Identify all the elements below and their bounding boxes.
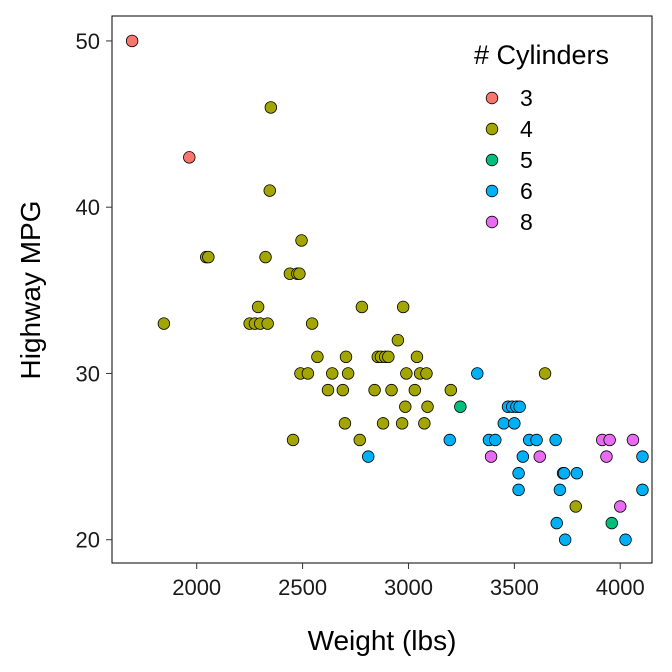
data-point-cyl-8 [600, 450, 613, 463]
data-point-cyl-6 [513, 400, 526, 413]
data-point-cyl-6 [362, 450, 375, 463]
data-point-cyl-6 [557, 467, 571, 480]
data-point-cyl-4 [538, 367, 552, 380]
data-point-cyl-6 [570, 467, 584, 480]
data-point-cyl-4 [400, 367, 413, 380]
data-point-cyl-6 [516, 450, 530, 463]
data-point-cyl-8 [626, 433, 640, 447]
legend-label-cyl-4: 4 [520, 116, 533, 142]
data-point-cyl-4 [295, 234, 308, 247]
data-point-cyl-6 [489, 433, 502, 447]
data-point-cyl-4 [311, 350, 324, 364]
y-tick-label: 50 [76, 29, 100, 54]
data-point-cyl-4 [321, 383, 335, 397]
data-points [125, 34, 649, 546]
data-point-cyl-4 [157, 317, 171, 330]
data-point-cyl-3 [183, 151, 196, 164]
data-point-cyl-4 [338, 417, 352, 430]
data-point-cyl-6 [619, 533, 632, 546]
legend-key-cyl-8 [485, 215, 499, 229]
legend-key-cyl-3 [485, 91, 499, 105]
data-point-cyl-6 [558, 533, 572, 546]
x-tick-label: 2000 [172, 575, 221, 600]
data-point-cyl-4 [376, 417, 390, 430]
data-point-cyl-5 [454, 400, 467, 413]
data-point-cyl-8 [533, 450, 546, 463]
data-point-cyl-4 [251, 300, 265, 314]
data-point-cyl-8 [484, 450, 498, 463]
legend-label-cyl-5: 5 [520, 147, 533, 173]
legend-label-cyl-8: 8 [520, 209, 533, 235]
data-point-cyl-6 [508, 417, 521, 430]
y-tick-label: 40 [76, 195, 100, 220]
y-tick-label: 30 [76, 361, 100, 386]
x-axis: 2000 2500 3000 3500 4000 [172, 563, 645, 600]
legend-entries: 3 4 5 6 8 [485, 85, 533, 235]
data-point-cyl-4 [341, 367, 355, 380]
data-point-cyl-6 [550, 516, 563, 530]
data-point-cyl-4 [444, 383, 458, 397]
data-point-cyl-4 [395, 417, 409, 430]
data-point-cyl-6 [530, 433, 543, 447]
data-point-cyl-4 [261, 317, 274, 330]
y-tick-label: 20 [76, 528, 100, 553]
data-point-cyl-6 [549, 433, 562, 447]
x-tick-label: 3000 [384, 575, 433, 600]
data-point-cyl-4 [399, 400, 412, 413]
data-point-cyl-4 [202, 250, 215, 264]
legend-key-cyl-5 [485, 153, 499, 167]
data-point-cyl-4 [301, 367, 315, 380]
data-point-cyl-4 [264, 101, 278, 114]
data-point-cyl-4 [326, 367, 339, 380]
data-point-cyl-6 [471, 367, 484, 380]
data-point-cyl-4 [286, 433, 300, 447]
data-point-cyl-6 [497, 417, 510, 430]
data-point-cyl-3 [125, 34, 139, 48]
legend-key-cyl-4 [485, 122, 499, 136]
legend-key-cyl-6 [485, 184, 499, 198]
data-point-cyl-5 [605, 516, 618, 530]
x-axis-title: Weight (lbs) [308, 625, 457, 656]
data-point-cyl-4 [305, 317, 319, 330]
data-point-cyl-4 [382, 350, 395, 364]
data-point-cyl-4 [385, 383, 398, 397]
data-point-cyl-4 [418, 417, 431, 430]
data-point-cyl-4 [336, 383, 350, 397]
data-point-cyl-4 [421, 400, 434, 413]
data-point-cyl-6 [512, 483, 525, 497]
data-point-cyl-4 [353, 433, 366, 447]
data-point-cyl-4 [293, 267, 306, 280]
legend-label-cyl-6: 6 [520, 178, 533, 204]
legend-label-cyl-3: 3 [520, 85, 533, 111]
plot-panel-border [111, 15, 653, 564]
data-point-cyl-4 [408, 383, 422, 397]
y-axis-title: Highway MPG [15, 201, 46, 380]
data-point-cyl-4 [396, 300, 410, 314]
x-tick-label: 4000 [596, 575, 645, 600]
data-point-cyl-6 [443, 433, 456, 447]
y-axis: 20 30 40 50 [76, 29, 112, 553]
data-point-cyl-4 [368, 383, 381, 397]
data-point-cyl-8 [614, 500, 627, 513]
data-point-cyl-8 [603, 433, 616, 447]
data-point-cyl-4 [339, 350, 353, 364]
data-point-cyl-4 [263, 184, 276, 197]
data-point-cyl-4 [410, 350, 424, 364]
data-point-cyl-6 [512, 467, 525, 480]
data-point-cyl-6 [636, 483, 649, 497]
data-point-cyl-4 [420, 367, 433, 380]
data-point-cyl-6 [553, 483, 567, 497]
data-point-cyl-4 [391, 334, 405, 347]
legend: # Cylinders 3 4 5 6 8 [474, 40, 609, 235]
data-point-cyl-4 [259, 250, 272, 264]
data-point-cyl-6 [636, 450, 649, 463]
data-point-cyl-4 [355, 300, 369, 314]
legend-title: # Cylinders [474, 40, 609, 70]
data-point-cyl-4 [569, 500, 582, 513]
x-tick-label: 3500 [490, 575, 539, 600]
x-tick-label: 2500 [278, 575, 327, 600]
